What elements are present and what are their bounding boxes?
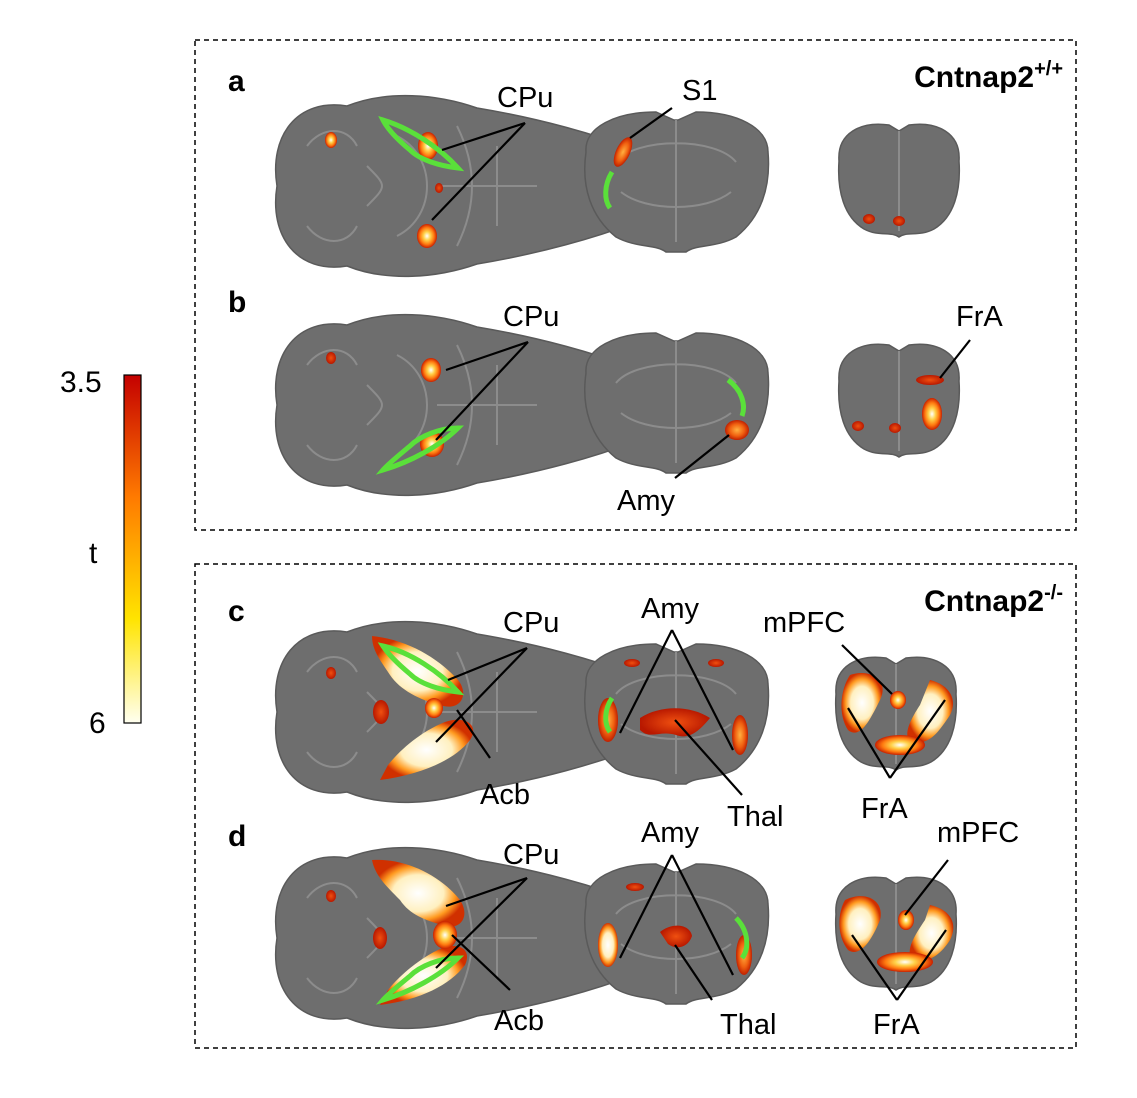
panel-c-axial	[274, 620, 706, 804]
pointer-line	[451, 934, 511, 991]
panel-d-frontal	[834, 876, 958, 991]
label-mpfc-d: mPFC	[937, 817, 1019, 849]
pointer-line	[447, 646, 528, 682]
panel-letter-c: c	[228, 595, 245, 628]
pointer-line	[939, 339, 971, 379]
label-cpu-b: CPu	[503, 301, 559, 333]
panel-d-axial	[274, 846, 706, 1030]
label-amy-c: Amy	[641, 593, 700, 625]
pointer-line	[896, 929, 947, 1001]
colorbar-max-label: 3.5	[60, 366, 102, 399]
pointer-line	[441, 121, 526, 152]
pointer-line	[435, 647, 528, 743]
label-thal-c: Thal	[727, 801, 783, 833]
panel-b-coronal	[583, 332, 770, 474]
panel-letter-a: a	[228, 65, 245, 98]
pointer-line	[671, 629, 734, 751]
panel-b-frontal	[837, 343, 961, 458]
pointer-line	[629, 107, 673, 139]
colorbar	[123, 374, 142, 724]
panel-c-frontal	[834, 656, 958, 771]
label-cpu-c: CPu	[503, 607, 559, 639]
label-amy-d: Amy	[641, 817, 700, 849]
label-thal-d: Thal	[720, 1009, 776, 1041]
label-fra-b: FrA	[956, 301, 1003, 333]
pointer-line	[435, 341, 529, 441]
pointer-line	[456, 709, 491, 759]
label-mpfc-c: mPFC	[763, 607, 845, 639]
panel-a-frontal	[837, 123, 961, 238]
label-fra-d: FrA	[873, 1009, 920, 1041]
label-acb-c: Acb	[480, 779, 530, 811]
pointer-line	[847, 707, 891, 779]
pointer-line	[851, 934, 898, 1001]
pointer-line	[435, 877, 528, 969]
label-cpu-d: CPu	[503, 839, 559, 871]
genotype-title-wildtype: Cntnap2+/+	[914, 58, 1063, 94]
panel-c-coronal	[583, 643, 770, 785]
genotype-title-knockout: Cntnap2-/-	[924, 582, 1063, 618]
panel-a-axial	[274, 94, 706, 278]
pointer-line	[674, 434, 730, 479]
pointer-line	[841, 644, 893, 695]
label-amy-b: Amy	[617, 485, 676, 517]
group-box-knockout	[194, 563, 1077, 1049]
pointer-line	[619, 854, 673, 959]
colorbar-min-label: 6	[89, 707, 106, 740]
pointer-line	[674, 719, 743, 796]
label-fra-c: FrA	[861, 793, 908, 825]
pointer-line	[674, 944, 713, 1001]
pointer-line	[671, 854, 734, 976]
panel-d-coronal	[583, 863, 770, 1005]
label-acb-d: Acb	[494, 1005, 544, 1037]
pointer-line	[445, 876, 528, 908]
colorbar-label: t	[89, 537, 98, 570]
panel-letter-d: d	[228, 820, 246, 853]
pointer-line	[889, 699, 946, 779]
group-box-wildtype	[194, 39, 1077, 531]
pointer-line	[445, 340, 529, 372]
pointer-line	[431, 122, 526, 221]
label-s1-a: S1	[682, 75, 717, 107]
label-cpu-a: CPu	[497, 82, 553, 114]
panel-letter-b: b	[228, 286, 246, 319]
pointer-line	[904, 859, 949, 916]
panel-a-coronal	[583, 111, 770, 253]
pointer-line	[619, 629, 673, 734]
